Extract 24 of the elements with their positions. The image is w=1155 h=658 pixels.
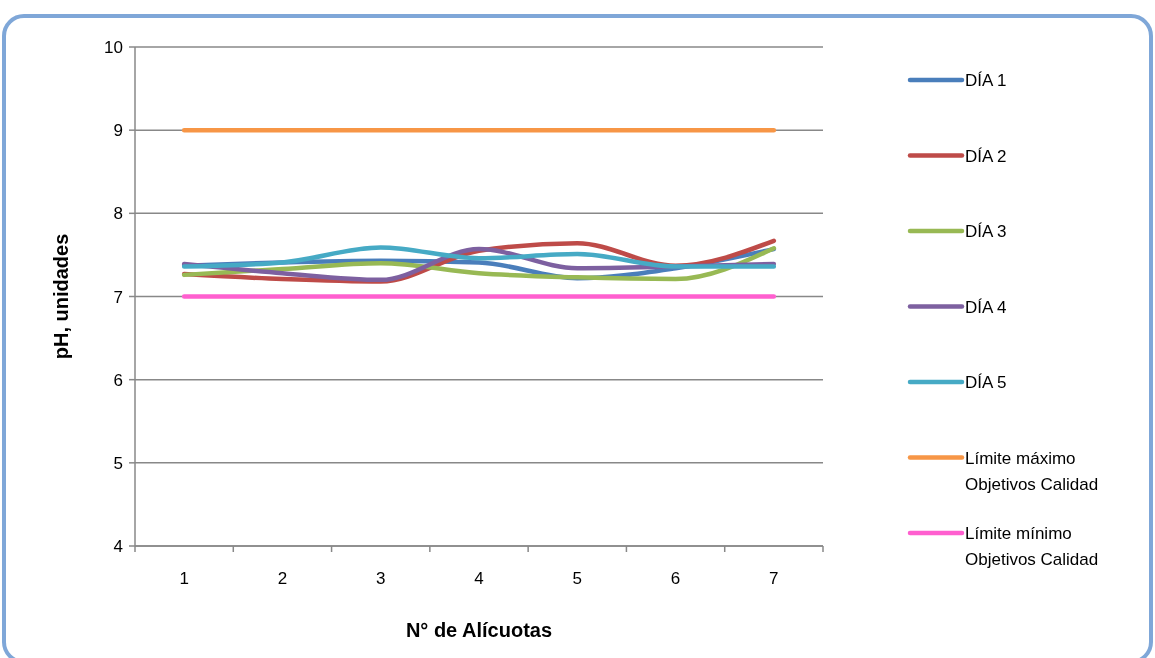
x-tick-label: 1 xyxy=(179,569,189,588)
line-series xyxy=(181,245,777,269)
x-tick-label: 3 xyxy=(375,569,386,588)
y-tick-label: 10 xyxy=(104,38,123,57)
legend-label: DÍA 4 xyxy=(965,297,1007,317)
x-tick-label: 7 xyxy=(769,569,779,588)
legend-label: DÍA 3 xyxy=(965,222,1007,241)
legend-label: DÍA 2 xyxy=(965,146,1007,166)
x-tick-label: 5 xyxy=(572,569,583,588)
x-tick-label: 6 xyxy=(670,569,681,588)
legend-label: Límite mínimo Objetivos Calidad xyxy=(965,524,1099,569)
x-tick-label: 4 xyxy=(474,569,484,588)
legend-label: DÍA 5 xyxy=(965,373,1007,392)
y-tick-label: 5 xyxy=(113,453,123,473)
y-tick-label: 6 xyxy=(113,370,123,390)
x-tick-label: 2 xyxy=(277,569,288,588)
legend-label: Límite máximo Objetivos Calidad xyxy=(965,448,1099,494)
y-tick-label: 7 xyxy=(113,287,123,307)
y-tick-label: 4 xyxy=(113,537,123,556)
y-tick-label: 8 xyxy=(113,204,123,224)
legend-label: DÍA 1 xyxy=(965,71,1007,90)
y-tick-label: 9 xyxy=(113,121,123,141)
x-axis-title: N° de Alícuotas xyxy=(405,619,553,641)
y-axis-title: pH, unidades xyxy=(50,233,72,360)
